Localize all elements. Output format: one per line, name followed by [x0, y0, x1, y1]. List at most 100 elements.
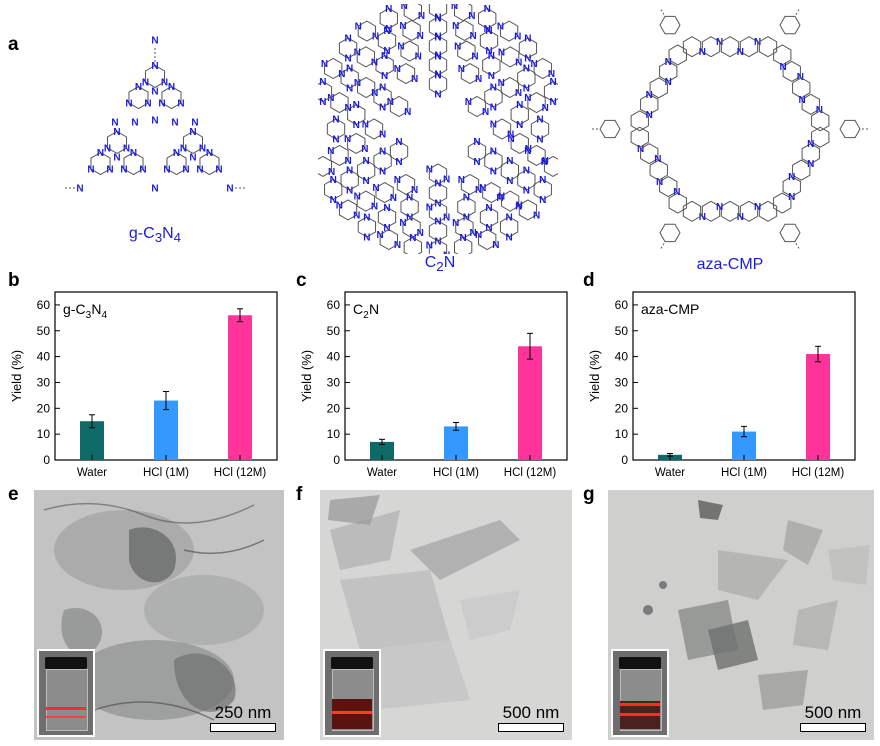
error-bar	[741, 425, 747, 438]
nitrogen-atom-label: N	[699, 212, 706, 223]
nitrogen-atom-label: N	[485, 203, 492, 214]
ring	[811, 126, 830, 148]
nitrogen-atom-label: N	[816, 105, 823, 116]
ring	[682, 36, 702, 58]
nitrogen-atom-label: N	[406, 192, 413, 203]
ring	[517, 67, 536, 89]
nitrogen-atom-label: N	[415, 52, 422, 63]
nitrogen-atom-label: N	[151, 36, 158, 47]
nitrogen-atom-label: N	[321, 59, 328, 70]
nitrogen-atom-label: N	[673, 187, 680, 198]
ring	[792, 159, 811, 181]
ring	[428, 201, 448, 223]
ring	[428, 239, 448, 254]
panel-letter-f: f	[296, 484, 303, 505]
nitrogen-atom-label: N	[426, 241, 433, 252]
nitrogen-atom-label: N	[142, 77, 149, 88]
nitrogen-atom-label: N	[131, 118, 138, 129]
nitrogen-atom-label: N	[485, 46, 492, 57]
nitrogen-atom-label: N	[516, 100, 523, 111]
c2n-label: C2N	[424, 254, 456, 275]
ring	[357, 216, 377, 238]
ring	[801, 93, 820, 115]
nitrogen-atom-label: N	[525, 144, 532, 155]
nitrogen-atom-label: N	[390, 193, 397, 204]
vial-inset	[37, 649, 95, 737]
nitrogen-atom-label: N	[399, 21, 406, 32]
ring	[318, 155, 333, 177]
nitrogen-atom-label: N	[151, 61, 158, 72]
x-tick-label: HCl (1M)	[143, 467, 189, 479]
ring	[428, 182, 448, 204]
chart-title: C2 N	[353, 301, 379, 321]
nitrogen-atom-label: N	[158, 99, 165, 110]
bar	[370, 441, 394, 460]
ring	[324, 57, 343, 80]
nitrogen-atom-label: N	[498, 47, 505, 58]
ring	[659, 60, 678, 82]
nitrogen-atom-label: N	[330, 175, 337, 186]
y-axis-label: Yield (%)	[299, 350, 314, 402]
ring	[467, 140, 487, 163]
error-bar	[527, 332, 533, 360]
nitrogen-atom-label: N	[524, 93, 531, 104]
nitrogen-atom-label: N	[361, 144, 368, 155]
panel-letter-c: c	[296, 270, 307, 291]
ring	[482, 182, 501, 204]
nitrogen-atom-label: N	[516, 200, 523, 211]
nitrogen-atom-label: N	[473, 137, 480, 148]
ring	[403, 4, 423, 22]
vial-inset	[611, 649, 669, 737]
nitrogen-atom-label: N	[139, 165, 146, 176]
tem-image-c2n: 500 nm	[320, 490, 572, 740]
bar	[154, 400, 178, 460]
nitrogen-atom-label: N	[524, 54, 531, 65]
panel-letter-d: d	[583, 270, 595, 291]
nitrogen-atom-label: N	[539, 195, 546, 206]
nitrogen-atom-label: N	[754, 202, 761, 213]
nitrogen-atom-label: N	[345, 103, 352, 114]
nitrogen-atom-label: N	[215, 165, 222, 176]
panel-letter-e: e	[8, 484, 19, 505]
nitrogen-atom-label: N	[485, 223, 492, 234]
ring	[324, 178, 343, 201]
ring	[811, 110, 830, 132]
ring	[500, 190, 520, 212]
nitrogen-atom-label: N	[97, 148, 104, 159]
vial-inset	[323, 649, 381, 737]
nitrogen-atom-label: N	[363, 176, 370, 187]
nitrogen-atom-label: N	[754, 37, 761, 48]
ring	[533, 57, 552, 80]
nitrogen-atom-label: N	[319, 77, 326, 88]
ring	[453, 236, 473, 254]
ring	[330, 144, 349, 166]
nitrogen-atom-label: N	[490, 83, 497, 94]
ring	[659, 223, 681, 243]
ring	[396, 62, 416, 85]
nitrogen-atom-label: N	[371, 202, 378, 213]
nitrogen-atom-label: N	[379, 130, 386, 141]
nitrogen-atom-label: N	[377, 230, 384, 241]
tem-texture	[328, 495, 520, 710]
ring	[428, 4, 448, 19]
y-tick-label: 20	[37, 401, 51, 415]
error-bar	[163, 391, 169, 411]
ring	[518, 37, 538, 59]
nitrogen-atom-label: N	[171, 118, 178, 129]
y-tick-label: 0	[333, 453, 340, 467]
ring	[482, 54, 501, 76]
ring	[659, 176, 678, 198]
y-tick-label: 50	[615, 324, 629, 338]
nitrogen-atom-label: N	[362, 120, 369, 131]
bar	[444, 426, 468, 460]
ring	[338, 37, 358, 59]
nitrogen-atom-label: N	[533, 210, 540, 221]
ring	[527, 144, 546, 166]
ring	[499, 20, 519, 42]
nitrogen-atom-label: N	[549, 77, 556, 88]
nitrogen-atom-label: N	[434, 71, 441, 82]
nitrogen-atom-label: N	[473, 157, 480, 168]
y-tick-label: 20	[327, 401, 341, 415]
y-tick-label: 30	[327, 375, 341, 389]
